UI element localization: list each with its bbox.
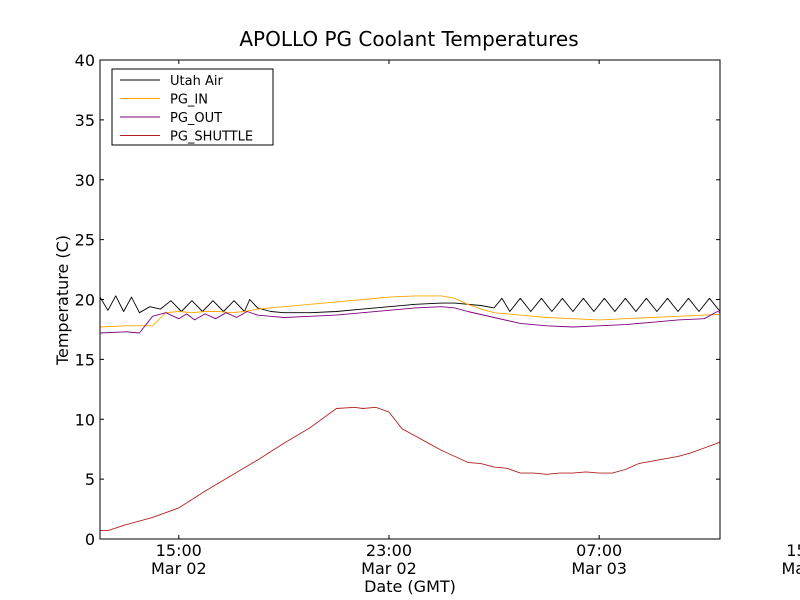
legend-items: Utah Air PG_IN PG_OUT PG_SHUTTLE (120, 74, 253, 145)
x-tick-date-label: Mar 03 (571, 559, 627, 578)
legend-label-pg-shuttle: PG_SHUTTLE (170, 130, 253, 145)
y-tick-label: 10 (75, 410, 95, 429)
x-tick-time-label: 15:00 (786, 541, 800, 560)
series-line-pg-in (100, 295, 720, 328)
x-axis-label: Date (GMT) (364, 577, 456, 596)
y-axis: 0 5 10 15 20 25 30 35 40 (75, 51, 720, 549)
x-tick-time-label: 07:00 (576, 541, 622, 560)
y-axis-label: Temperature (C) (53, 235, 72, 366)
series-layer (100, 295, 720, 532)
x-tick-date-label: Mar 03 (782, 559, 800, 578)
x-tick-time-label: 15:00 (156, 541, 202, 560)
series-line-utah-air (100, 295, 720, 314)
series-line-pg-shuttle (100, 406, 720, 532)
chart-title: APOLLO PG Coolant Temperatures (239, 27, 578, 51)
series-line-pg-out (100, 306, 720, 334)
legend: Utah Air PG_IN PG_OUT PG_SHUTTLE (111, 68, 274, 146)
x-tick-date-label: Mar 02 (361, 559, 417, 578)
y-tick-label: 20 (75, 291, 95, 310)
x-tick-date-label: Mar 02 (151, 559, 207, 578)
y-tick-label: 5 (85, 470, 95, 489)
y-tick-label: 25 (75, 231, 95, 250)
y-tick-label: 15 (75, 350, 95, 369)
x-tick-time-label: 23:00 (366, 541, 412, 560)
y-tick-label: 0 (85, 530, 95, 549)
y-tick-label: 35 (75, 111, 95, 130)
legend-box (111, 68, 274, 146)
y-tick-label: 30 (75, 171, 95, 190)
legend-label-pg-in: PG_IN (170, 93, 208, 108)
legend-label-utah-air: Utah Air (170, 74, 223, 89)
legend-label-pg-out: PG_OUT (170, 111, 222, 126)
y-tick-label: 40 (75, 51, 95, 70)
